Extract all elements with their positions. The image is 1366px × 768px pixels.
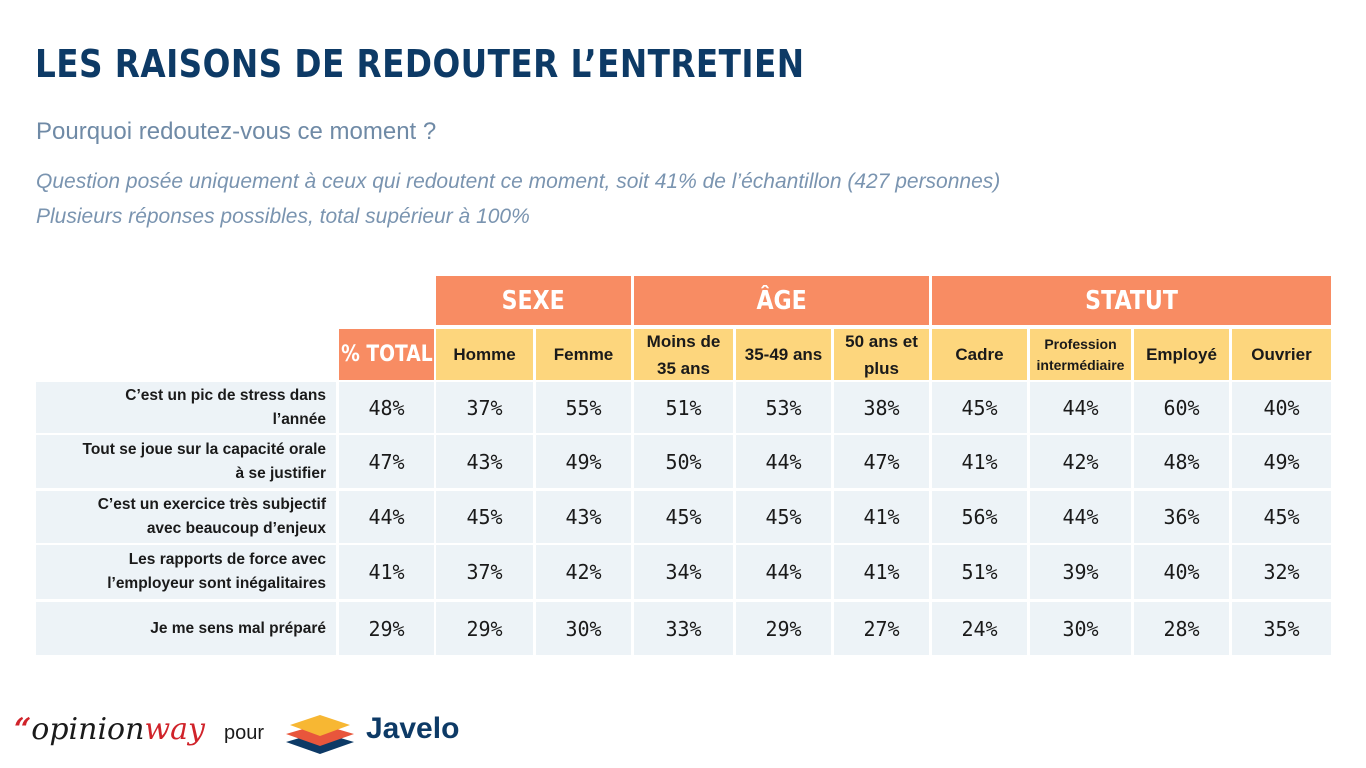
table-cell: 40% bbox=[1134, 545, 1229, 599]
table-cell: 30% bbox=[536, 602, 631, 655]
table-cell: 37% bbox=[436, 382, 533, 433]
table-cell: 36% bbox=[1134, 491, 1229, 543]
group-header-1: ÂGE bbox=[634, 276, 929, 325]
table-cell: 45% bbox=[932, 382, 1027, 433]
table-cell: 40% bbox=[1232, 382, 1331, 433]
javelo-wordmark: Javelo bbox=[366, 712, 460, 745]
table-cell: 24% bbox=[932, 602, 1027, 655]
table-cell: 50% bbox=[634, 435, 733, 488]
total-cell: 47% bbox=[339, 435, 434, 488]
table-cell: 49% bbox=[536, 435, 631, 488]
table-cell: 44% bbox=[736, 435, 831, 488]
table-cell: 29% bbox=[436, 602, 533, 655]
total-cell: 48% bbox=[339, 382, 434, 433]
table-cell: 44% bbox=[1030, 491, 1131, 543]
table-cell: 43% bbox=[536, 491, 631, 543]
table-cell: 44% bbox=[1030, 382, 1131, 433]
opinionway-logo: “opinionway bbox=[14, 712, 205, 747]
total-column-header: % TOTAL bbox=[339, 329, 434, 380]
table-cell: 47% bbox=[834, 435, 929, 488]
table-cell: 51% bbox=[932, 545, 1027, 599]
column-header: Ouvrier bbox=[1232, 329, 1331, 380]
row-label: Je me sens mal préparé bbox=[36, 602, 336, 655]
table-cell: 32% bbox=[1232, 545, 1331, 599]
table-cell: 56% bbox=[932, 491, 1027, 543]
column-header: Cadre bbox=[932, 329, 1027, 380]
column-header: Employé bbox=[1134, 329, 1229, 380]
row-label: C’est un pic de stress dans l’année bbox=[36, 382, 336, 433]
subtitle: Pourquoi redoutez-vous ce moment ? bbox=[36, 118, 437, 145]
javelo-layers-icon bbox=[286, 715, 354, 754]
group-header-2: STATUT bbox=[932, 276, 1331, 325]
table-cell: 38% bbox=[834, 382, 929, 433]
row-label: Tout se joue sur la capacité orale à se j… bbox=[36, 435, 336, 488]
table-cell: 34% bbox=[634, 545, 733, 599]
table-cell: 53% bbox=[736, 382, 831, 433]
table-cell: 48% bbox=[1134, 435, 1229, 488]
table-cell: 28% bbox=[1134, 602, 1229, 655]
table-cell: 30% bbox=[1030, 602, 1131, 655]
table-cell: 45% bbox=[634, 491, 733, 543]
table-cell: 29% bbox=[736, 602, 831, 655]
table-cell: 41% bbox=[932, 435, 1027, 488]
table-cell: 41% bbox=[834, 491, 929, 543]
column-header: Femme bbox=[536, 329, 631, 380]
table-cell: 33% bbox=[634, 602, 733, 655]
column-header: Profession intermédiaire bbox=[1030, 329, 1131, 380]
table-cell: 42% bbox=[536, 545, 631, 599]
table-cell: 42% bbox=[1030, 435, 1131, 488]
table-cell: 60% bbox=[1134, 382, 1229, 433]
table-cell: 41% bbox=[834, 545, 929, 599]
table-cell: 39% bbox=[1030, 545, 1131, 599]
table-cell: 37% bbox=[436, 545, 533, 599]
column-header: Moins de 35 ans bbox=[634, 329, 733, 380]
table-cell: 43% bbox=[436, 435, 533, 488]
multiple-answers-note: Plusieurs réponses possibles, total supé… bbox=[36, 205, 530, 228]
total-cell: 29% bbox=[339, 602, 434, 655]
table-cell: 45% bbox=[436, 491, 533, 543]
table-cell: 45% bbox=[1232, 491, 1331, 543]
footer-pour: pour bbox=[224, 722, 265, 744]
table-cell: 27% bbox=[834, 602, 929, 655]
group-header-0: SEXE bbox=[436, 276, 631, 325]
table-cell: 35% bbox=[1232, 602, 1331, 655]
table-cell: 44% bbox=[736, 545, 831, 599]
table-cell: 55% bbox=[536, 382, 631, 433]
page-title: LES RAISONS DE REDOUTER L’ENTRETIEN bbox=[35, 42, 805, 86]
total-cell: 41% bbox=[339, 545, 434, 599]
table-cell: 45% bbox=[736, 491, 831, 543]
table-cell: 51% bbox=[634, 382, 733, 433]
row-label: Les rapports de force avec l’employeur so… bbox=[36, 545, 336, 599]
column-header: Homme bbox=[436, 329, 533, 380]
table-cell: 49% bbox=[1232, 435, 1331, 488]
sample-note: Question posée uniquement à ceux qui red… bbox=[36, 170, 1001, 193]
column-header: 50 ans et plus bbox=[834, 329, 929, 380]
column-header: 35-49 ans bbox=[736, 329, 831, 380]
row-label: C’est un exercice très subjectif avec bea… bbox=[36, 491, 336, 543]
total-cell: 44% bbox=[339, 491, 434, 543]
